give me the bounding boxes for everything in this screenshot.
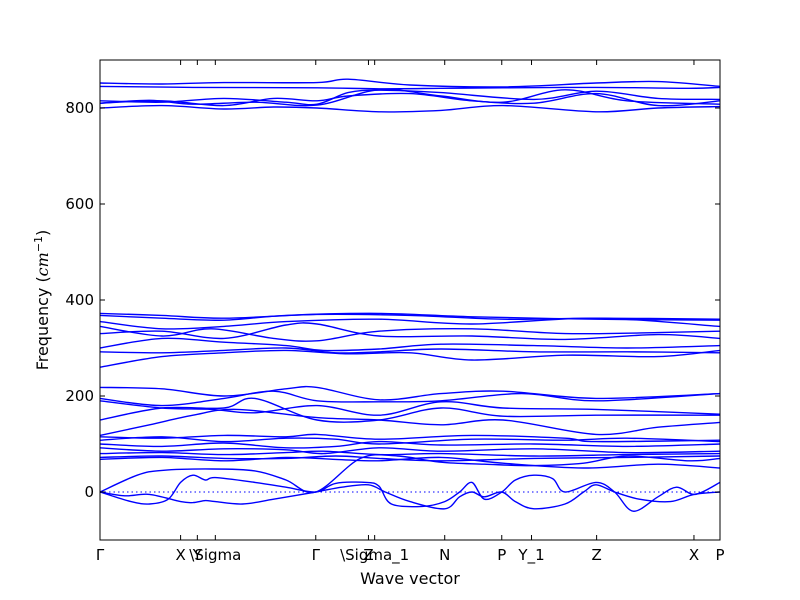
y-axis-label: Frequency (cm−1): [32, 230, 52, 371]
band-line-15: [99, 385, 721, 401]
y-tick-label: 400: [65, 291, 94, 309]
band-line-6: [99, 88, 721, 107]
band-line-18: [99, 397, 721, 423]
x-axis: Γ X Y\Sigma Γ Z\Sigma_1 N P Y_1 Z X P: [96, 60, 725, 565]
band-line-1: [99, 85, 721, 90]
band-line-28: [99, 474, 721, 512]
band-line-21: [99, 436, 721, 445]
band-line-12: [99, 337, 721, 352]
band-line-17: [99, 400, 721, 416]
y-tick-label: 0: [84, 483, 94, 501]
x-tick-label: Z: [591, 546, 601, 564]
x-tick-label: \Sigma: [189, 546, 241, 564]
x-tick-label: X: [689, 546, 699, 564]
band-line-29: [99, 483, 721, 510]
x-tick-label: Γ: [96, 546, 105, 564]
band-line-9: [99, 317, 721, 330]
band-line-11: [99, 322, 721, 341]
band-line-8: [99, 312, 721, 321]
x-tick-label: Z: [363, 546, 373, 564]
x-tick-label: Y: [192, 546, 203, 564]
band-line-27: [99, 454, 721, 494]
x-tick-label: N: [439, 546, 450, 564]
band-line-13: [99, 347, 721, 354]
band-line-10: [99, 325, 721, 342]
y-tick-label: 600: [65, 195, 94, 213]
band-line-20: [99, 433, 721, 443]
x-tick-label: \Sigma_1: [340, 546, 409, 565]
x-axis-label: Wave vector: [360, 569, 460, 588]
band-line-4: [99, 92, 721, 107]
x-tick-label: Γ: [312, 546, 321, 564]
band-line-23: [99, 447, 721, 455]
band-line-3: [99, 89, 721, 106]
y-axis: 0 200 400 600 800: [65, 99, 720, 501]
plot-frame: [99, 59, 721, 541]
band-line-22: [99, 440, 721, 449]
band-line-5: [99, 104, 721, 113]
x-tick-label: Y_1: [517, 546, 544, 565]
x-tick-label: P: [715, 546, 724, 564]
x-tick-label: X: [175, 546, 185, 564]
band-line-26: [99, 456, 721, 469]
band-line-2: [99, 78, 721, 88]
y-tick-label: 800: [65, 99, 94, 117]
y-tick-label: 200: [65, 387, 94, 405]
band-line-25: [99, 455, 721, 462]
band-line-14: [99, 349, 721, 368]
band-line-16: [99, 390, 721, 407]
x-tick-label: P: [497, 546, 506, 564]
band-line-24: [99, 450, 721, 457]
band-line-19: [99, 408, 721, 437]
band-lines: [99, 78, 721, 512]
